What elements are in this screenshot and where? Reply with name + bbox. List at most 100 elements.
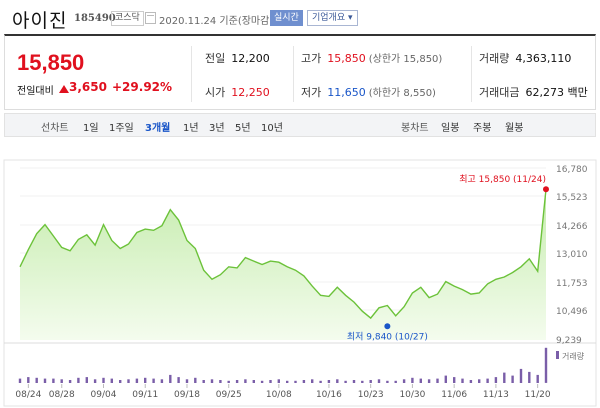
range-5y[interactable]: 5년 bbox=[235, 123, 251, 134]
x-tick-label: 10/08 bbox=[266, 390, 292, 400]
low-label: 저가 bbox=[301, 86, 322, 99]
price-change: 3,650 bbox=[69, 80, 107, 94]
x-tick-label: 11/20 bbox=[525, 390, 551, 400]
volume-bar bbox=[35, 377, 38, 383]
candle-daily[interactable]: 일봉 bbox=[441, 123, 460, 134]
volume-label: 거래량 bbox=[479, 52, 510, 65]
volume-bar bbox=[519, 368, 523, 383]
y-tick-label: 11,753 bbox=[556, 279, 588, 289]
calendar-icon bbox=[145, 12, 156, 24]
volume-bar bbox=[119, 380, 122, 383]
current-price: 15,850 bbox=[17, 50, 85, 75]
up-arrow-icon bbox=[59, 85, 69, 93]
volume-bar bbox=[144, 377, 147, 383]
x-tick-label: 11/13 bbox=[483, 390, 509, 400]
volume-bar bbox=[436, 378, 439, 383]
range-1d[interactable]: 1일 bbox=[83, 123, 99, 134]
high-value: 15,850 bbox=[327, 52, 366, 65]
volume-bar bbox=[386, 380, 389, 383]
x-tick-label: 09/04 bbox=[91, 390, 117, 400]
divider bbox=[293, 46, 294, 102]
volume-bar bbox=[453, 377, 456, 383]
volume-bar bbox=[277, 379, 280, 383]
divider bbox=[191, 46, 192, 102]
volume-bar bbox=[244, 379, 247, 383]
high-annotation: 최고 15,850 (11/24) bbox=[459, 174, 546, 185]
range-10y[interactable]: 10년 bbox=[261, 123, 283, 134]
prev-close-value: 12,200 bbox=[231, 52, 270, 65]
chart-annotations: 최고 15,850 (11/24) 최저 9,840 (10/27) bbox=[347, 174, 549, 342]
candle-chart-label: 봉차트 bbox=[401, 123, 429, 134]
volume-bar bbox=[444, 375, 447, 383]
volume-bar bbox=[528, 371, 531, 383]
y-tick-label: 9,239 bbox=[556, 336, 582, 346]
low-annotation: 최저 9,840 (10/27) bbox=[347, 331, 428, 342]
volume-bar bbox=[235, 380, 239, 383]
x-tick-label: 11/06 bbox=[441, 390, 467, 400]
company-overview-dropdown[interactable]: 기업개요 ▾ bbox=[307, 10, 358, 26]
volume-bar bbox=[260, 380, 264, 383]
y-tick-label: 15,523 bbox=[556, 193, 588, 203]
volume-bar bbox=[319, 380, 322, 383]
volume-bar bbox=[27, 377, 30, 383]
volume-bar bbox=[511, 375, 514, 383]
volume-bar bbox=[68, 380, 72, 383]
volume-bar bbox=[361, 380, 364, 383]
x-tick-label: 10/30 bbox=[399, 390, 425, 400]
volume-bar bbox=[43, 378, 47, 383]
volume-bar bbox=[286, 380, 289, 383]
volume-bar bbox=[269, 380, 272, 383]
y-axis: 16,780 15,523 14,266 13,010 11,753 10,496 9,23… bbox=[556, 165, 588, 346]
range-3m[interactable]: 3개월 bbox=[145, 123, 171, 134]
volume-bar bbox=[336, 379, 339, 383]
volume-bar bbox=[93, 379, 97, 383]
volume-bar bbox=[327, 380, 331, 383]
volume-bar bbox=[160, 379, 164, 383]
x-tick-label: 08/24 bbox=[15, 390, 41, 400]
volume-bar bbox=[102, 377, 105, 383]
candle-weekly[interactable]: 주봉 bbox=[473, 123, 492, 134]
range-1y[interactable]: 1년 bbox=[183, 123, 199, 134]
realtime-button[interactable]: 실시간 bbox=[270, 10, 303, 26]
change-label: 전일대비 bbox=[17, 86, 54, 97]
volume-legend-label: 거래량 bbox=[562, 351, 585, 361]
y-tick-label: 14,266 bbox=[556, 222, 588, 232]
x-tick-label: 08/28 bbox=[49, 390, 75, 400]
trade-amount-label: 거래대금 bbox=[479, 86, 520, 99]
open-price: 시가 12,250 bbox=[205, 84, 270, 100]
y-tick-label: 16,780 bbox=[556, 165, 588, 175]
volume-bar bbox=[127, 379, 130, 383]
volume-bar bbox=[394, 380, 397, 383]
line-chart-label: 선차트 bbox=[41, 123, 69, 134]
volume-bar bbox=[544, 347, 548, 383]
volume-bar bbox=[536, 374, 539, 383]
range-1w[interactable]: 1주일 bbox=[109, 123, 134, 134]
volume-bar bbox=[344, 380, 347, 383]
low-value: 11,650 bbox=[327, 86, 366, 99]
stock-code: 185490 bbox=[74, 13, 116, 24]
trade-amount-value: 62,273 백만 bbox=[525, 86, 588, 99]
volume-bar bbox=[210, 379, 214, 383]
volume-bar bbox=[18, 378, 22, 383]
price-panel: 15,850 전일대비 3,650 +29.92% 전일 12,200 시가 12,… bbox=[4, 34, 596, 110]
volume-bar bbox=[427, 379, 431, 383]
low-marker bbox=[384, 323, 391, 330]
price-chart: 16,780 15,523 14,266 13,010 11,753 10,496 9,23… bbox=[3, 159, 597, 407]
volume-bar bbox=[402, 379, 406, 383]
volume-bar bbox=[185, 379, 189, 383]
high-price: 고가 15,850 (상한가 15,850) bbox=[301, 50, 442, 66]
volume-bar bbox=[469, 380, 473, 383]
volume-bar bbox=[77, 377, 80, 383]
volume-legend-swatch bbox=[556, 351, 559, 359]
volume-value: 4,363,110 bbox=[515, 52, 572, 65]
range-3y[interactable]: 3년 bbox=[209, 123, 225, 134]
price-line bbox=[19, 189, 547, 320]
prev-close-label: 전일 bbox=[205, 52, 226, 65]
candle-monthly[interactable]: 월봉 bbox=[505, 123, 524, 134]
divider bbox=[471, 46, 472, 102]
market-badge: 코스닥 bbox=[111, 11, 144, 26]
volume-bar bbox=[177, 377, 180, 383]
volume-stat: 거래량 4,363,110 bbox=[479, 50, 571, 66]
open-value: 12,250 bbox=[231, 86, 270, 99]
price-change-percent: +29.92% bbox=[112, 80, 173, 94]
